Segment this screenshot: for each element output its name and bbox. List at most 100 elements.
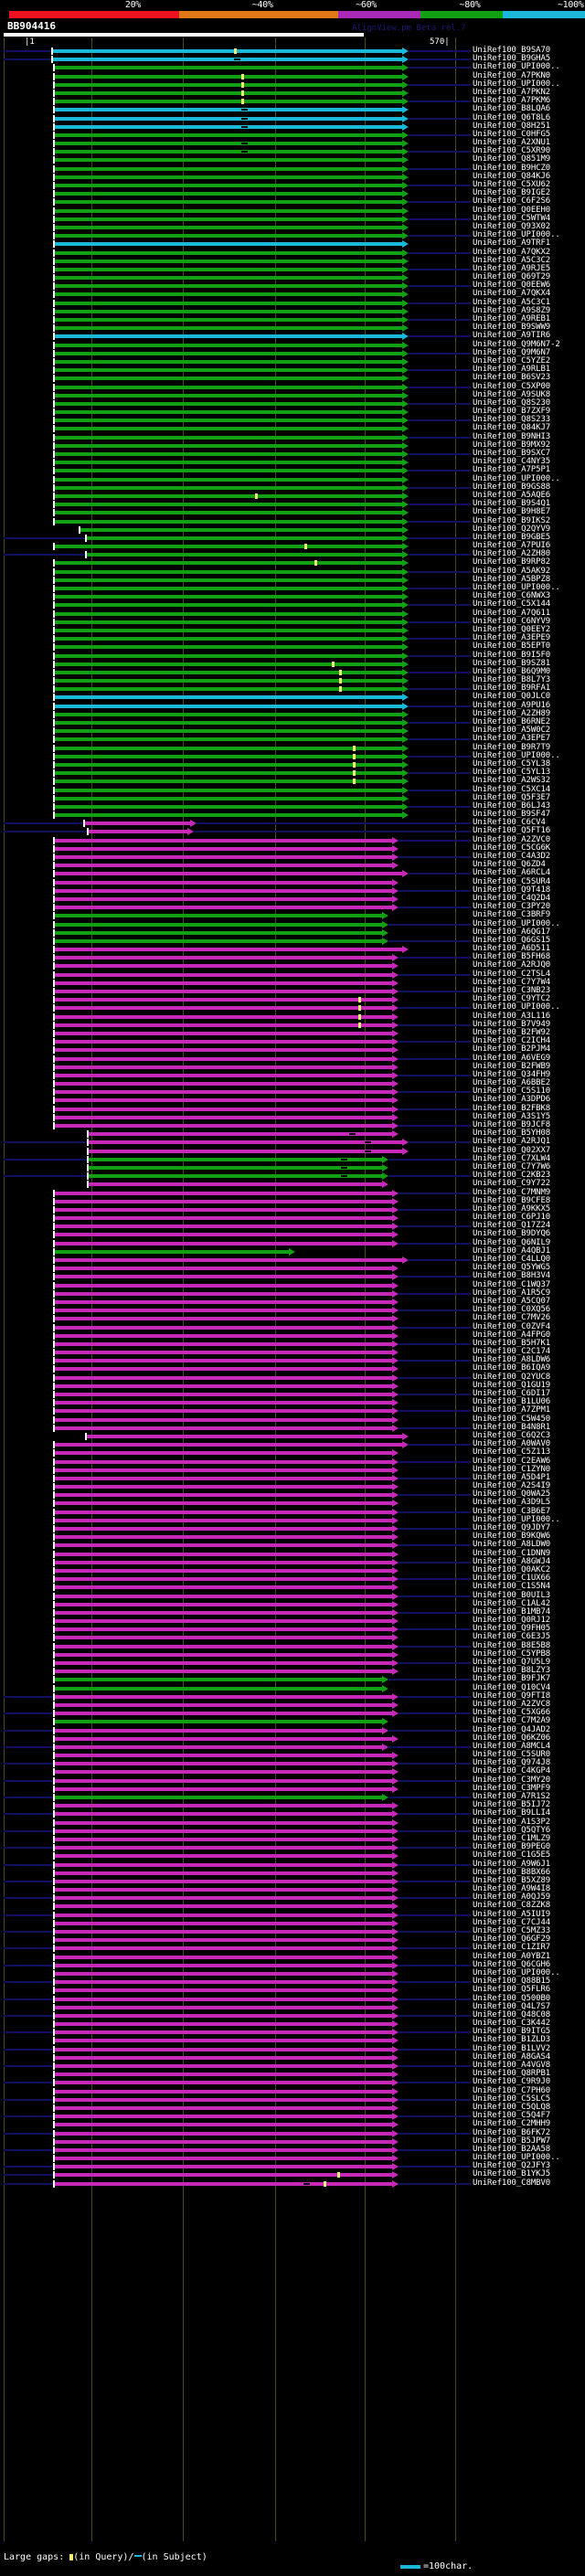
hsp-bar[interactable] xyxy=(52,1762,392,1766)
hit-label[interactable]: UniRef100_B8LQA6 xyxy=(473,104,551,114)
hsp-bar[interactable] xyxy=(52,1988,392,1993)
hit-label[interactable]: UniRef100_Q9T418 xyxy=(473,885,551,895)
hsp-bar[interactable] xyxy=(52,477,402,482)
hit-row[interactable]: UniRef100_Q9M6N7 xyxy=(0,348,585,358)
hit-label[interactable]: UniRef100_B9LLI4 xyxy=(473,1808,551,1818)
hit-row[interactable]: UniRef100_C5SUR0 xyxy=(0,1750,585,1760)
hit-label[interactable]: UniRef100_C4LLQ0 xyxy=(473,1255,551,1264)
hit-label[interactable]: UniRef100_B9GS88 xyxy=(473,482,551,492)
hit-row[interactable]: UniRef100_C5YL38 xyxy=(0,759,585,769)
hit-row[interactable]: UniRef100_B2FW92 xyxy=(0,1028,585,1038)
hit-label[interactable]: UniRef100_Q500B0 xyxy=(473,1993,551,2003)
hit-label[interactable]: UniRef100_B2PJM4 xyxy=(473,1044,551,1055)
hit-label[interactable]: UniRef100_B9GBE5 xyxy=(473,532,551,542)
hsp-bar[interactable] xyxy=(52,2123,392,2127)
hit-label[interactable]: UniRef100_A3DPD6 xyxy=(473,1095,551,1105)
hsp-bar[interactable] xyxy=(52,1670,392,1674)
hit-label[interactable]: UniRef100_A2RJQ0 xyxy=(473,960,551,970)
hit-row[interactable]: UniRef100_Q2YUC8 xyxy=(0,1373,585,1383)
hit-row[interactable]: UniRef100_B8BX66 xyxy=(0,1868,585,1878)
hit-row[interactable]: UniRef100_Q2QYV9 xyxy=(0,525,585,535)
hsp-bar[interactable] xyxy=(52,2022,392,2027)
hit-label[interactable]: UniRef100_A6BBE2 xyxy=(473,1078,551,1088)
hsp-bar[interactable] xyxy=(52,435,402,440)
hsp-bar[interactable] xyxy=(52,443,402,448)
hit-label[interactable]: UniRef100_B9IGE2 xyxy=(473,188,551,198)
hsp-bar[interactable] xyxy=(52,1997,392,2001)
hit-row[interactable]: UniRef100_A9SUK8 xyxy=(0,390,585,400)
hit-row[interactable]: UniRef100_Q0EEW6 xyxy=(0,281,585,291)
hit-label[interactable]: UniRef100_UPI000.. xyxy=(473,1002,560,1012)
hit-label[interactable]: UniRef100_C6CV4 xyxy=(473,818,546,828)
hsp-bar[interactable] xyxy=(52,1543,392,1548)
hit-label[interactable]: UniRef100_Q4JAD2 xyxy=(473,1724,551,1734)
hsp-bar[interactable] xyxy=(52,1341,392,1346)
hsp-bar[interactable] xyxy=(52,1383,392,1388)
hit-row[interactable]: UniRef100_UPI000.. xyxy=(0,2153,585,2163)
hit-row[interactable]: UniRef100_Q6GF29 xyxy=(0,1935,585,1945)
hit-label[interactable]: UniRef100_C1AL42 xyxy=(473,1598,551,1608)
hit-label[interactable]: UniRef100_C3MY20 xyxy=(473,1775,551,1785)
hit-row[interactable]: UniRef100_A5AK92 xyxy=(0,566,585,577)
hit-row[interactable]: UniRef100_A7P5P1 xyxy=(0,465,585,475)
hsp-bar[interactable] xyxy=(52,1283,392,1288)
hsp-bar[interactable] xyxy=(52,1191,392,1195)
hsp-bar[interactable] xyxy=(52,276,402,281)
hsp-bar[interactable] xyxy=(52,1644,392,1648)
hsp-bar[interactable] xyxy=(52,2005,392,2009)
hit-row[interactable]: UniRef100_Q6NIL9 xyxy=(0,1238,585,1248)
hit-row[interactable]: UniRef100_UPI000.. xyxy=(0,230,585,240)
hsp-bar[interactable] xyxy=(52,1451,392,1456)
hsp-bar[interactable] xyxy=(52,981,392,985)
hit-label[interactable]: UniRef100_Q0AKC2 xyxy=(473,1564,551,1574)
hsp-bar[interactable] xyxy=(52,2165,392,2169)
hsp-bar[interactable] xyxy=(87,1182,383,1187)
hit-row[interactable]: UniRef100_B9SA70 xyxy=(0,46,585,56)
hit-row[interactable]: UniRef100_Q8S233 xyxy=(0,415,585,425)
hit-label[interactable]: UniRef100_Q8S233 xyxy=(473,415,551,425)
hit-label[interactable]: UniRef100_Q34FH9 xyxy=(473,1069,551,1079)
hit-row[interactable]: UniRef100_C4KGP4 xyxy=(0,1766,585,1776)
hit-row[interactable]: UniRef100_A4VGV8 xyxy=(0,2061,585,2071)
hsp-bar[interactable] xyxy=(82,822,190,826)
hit-label[interactable]: UniRef100_C0HFG5 xyxy=(473,129,551,139)
hit-row[interactable]: UniRef100_C5XP00 xyxy=(0,382,585,392)
hit-label[interactable]: UniRef100_C1ZYN0 xyxy=(473,1464,551,1474)
hsp-bar[interactable] xyxy=(52,1393,392,1396)
hit-label[interactable]: UniRef100_B9KQW6 xyxy=(473,1532,551,1542)
hit-row[interactable]: UniRef100_Q5FT16 xyxy=(0,826,585,836)
hit-label[interactable]: UniRef100_UPI000.. xyxy=(473,583,560,592)
hit-row[interactable]: UniRef100_A9PU16 xyxy=(0,701,585,711)
hit-row[interactable]: UniRef100_A7QKX2 xyxy=(0,248,585,258)
hit-label[interactable]: UniRef100_Q6T8L6 xyxy=(473,112,551,122)
hit-row[interactable]: UniRef100_B6RNE2 xyxy=(0,717,585,727)
hsp-bar[interactable] xyxy=(52,737,402,742)
hit-row[interactable]: UniRef100_C8ZZK8 xyxy=(0,1901,585,1911)
hit-label[interactable]: UniRef100_A7PKN0 xyxy=(473,70,551,80)
hsp-bar[interactable] xyxy=(87,1140,402,1145)
hsp-bar[interactable] xyxy=(52,2115,392,2119)
hit-row[interactable]: UniRef100_C6Q2C3 xyxy=(0,1431,585,1441)
hsp-bar[interactable] xyxy=(52,250,402,255)
hit-label[interactable]: UniRef100_A5AK92 xyxy=(473,566,551,576)
hsp-bar[interactable] xyxy=(52,762,402,767)
hit-label[interactable]: UniRef100_C5SUR0 xyxy=(473,1750,551,1760)
hit-row[interactable]: UniRef100_A4FPG0 xyxy=(0,1330,585,1341)
hsp-bar[interactable] xyxy=(52,578,402,582)
hsp-bar[interactable] xyxy=(52,771,402,776)
hit-row[interactable]: UniRef100_C1UX66 xyxy=(0,1574,585,1584)
hit-row[interactable]: UniRef100_B8L7Y3 xyxy=(0,675,585,685)
hit-row[interactable]: UniRef100_C7M2A9 xyxy=(0,1716,585,1726)
hit-label[interactable]: UniRef100_Q6KZ06 xyxy=(473,1733,551,1743)
hit-row[interactable]: UniRef100_A3EPE7 xyxy=(0,734,585,744)
hit-label[interactable]: UniRef100_B1ZLD3 xyxy=(473,2035,551,2045)
hit-label[interactable]: UniRef100_Q0EEH0 xyxy=(473,205,551,215)
hit-row[interactable]: UniRef100_C7MNM9 xyxy=(0,1188,585,1198)
hit-row[interactable]: UniRef100_A9S8Z9 xyxy=(0,306,585,316)
hit-row[interactable]: UniRef100_Q6KZ06 xyxy=(0,1733,585,1744)
hsp-bar[interactable] xyxy=(52,569,402,574)
hit-row[interactable]: UniRef100_B9PEG0 xyxy=(0,1842,585,1852)
hit-row[interactable]: UniRef100_B6LJ43 xyxy=(0,801,585,811)
hit-row[interactable]: UniRef100_Q2JFY3 xyxy=(0,2161,585,2171)
hit-label[interactable]: UniRef100_C3BRF9 xyxy=(473,910,551,920)
